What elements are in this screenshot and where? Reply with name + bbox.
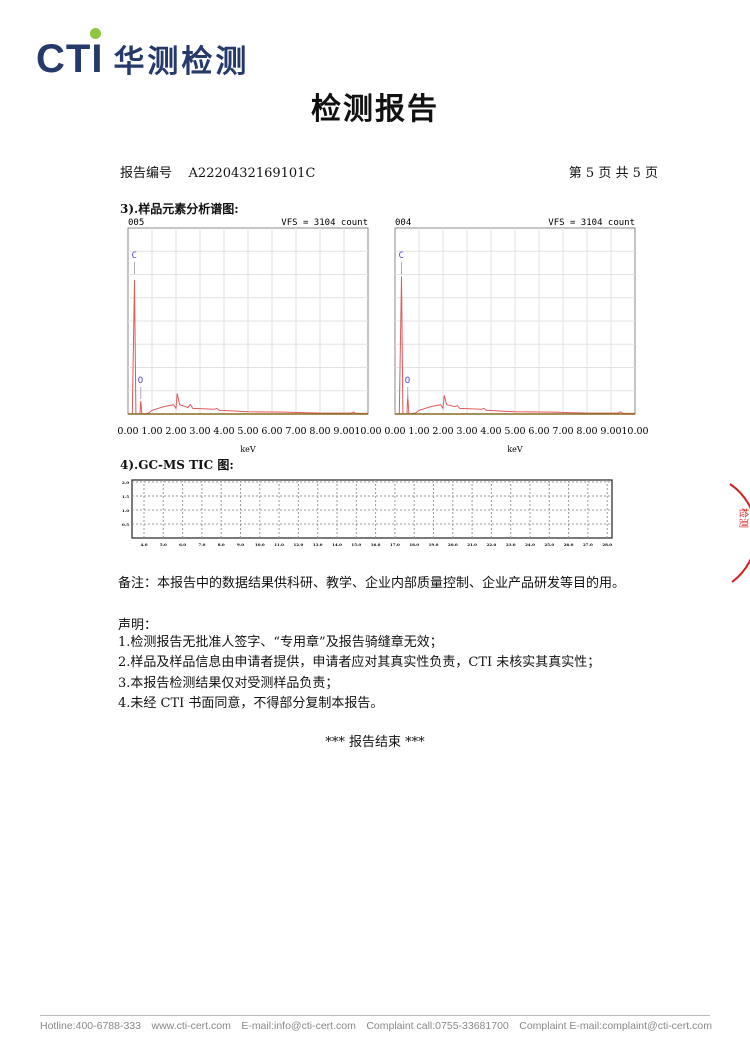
statement-heading: 声明：: [118, 618, 158, 633]
footer-hotline: Hotline:400-6788-333: [40, 1020, 141, 1032]
y-tick-label: 1.5: [122, 494, 129, 499]
footer: Hotline:400-6788-333 www.cti-cert.com E-…: [40, 1020, 712, 1032]
x-tick-label: 6.0: [179, 542, 186, 547]
logo-dot: [90, 28, 101, 39]
report-number: 报告编号 A2220432169101C: [120, 162, 315, 181]
x-tick-label: 18.0: [409, 542, 419, 547]
x-tick-label: 17.0: [390, 542, 400, 547]
peak-label-O: O: [138, 376, 143, 386]
peak-label-C: C: [131, 251, 136, 261]
x-tick-label: 4.0: [141, 542, 148, 547]
x-tick-label: 10.00: [354, 426, 381, 437]
report-no-value: A2220432169101C: [188, 166, 316, 181]
statement-item: 2.样品及样品信息由申请者提供，申请者应对其真实性负责，CTI 未核实其真实性；: [118, 655, 601, 671]
x-tick-label: 2.00: [432, 426, 453, 437]
x-tick-label: 9.0: [237, 542, 244, 547]
x-tick-label: 6.00: [261, 426, 282, 437]
chart-id: 005: [128, 218, 144, 228]
x-tick-label: 13.0: [313, 542, 323, 547]
footer-email[interactable]: E-mail:info@cti-cert.com: [241, 1020, 356, 1032]
x-tick-label: 26.0: [564, 542, 574, 547]
section3-heading: 3).样品元素分析谱图:: [120, 202, 239, 216]
footer-complaint-email[interactable]: Complaint E-mail:complaint@cti-cert.com: [519, 1020, 712, 1032]
x-tick-label: 7.0: [198, 542, 205, 547]
vfs-annotation: VFS = 3104 count: [281, 218, 368, 228]
x-tick-label: 11.0: [274, 542, 284, 547]
x-axis-label: keV: [507, 445, 523, 454]
x-tick-label: 3.00: [189, 426, 210, 437]
x-tick-label: 5.0: [160, 542, 167, 547]
x-tick-label: 27.0: [583, 542, 593, 547]
x-tick-label: 25.0: [544, 542, 554, 547]
plot-frame: [131, 479, 613, 539]
eds-chart-004: 004 VFS = 3104 count C O 0.00 1.00 2.00 3.00 4.0…: [384, 218, 648, 454]
statement-item: 1.检测报告无批准人签字、“专用章”及报告骑缝章无效；: [118, 635, 443, 650]
x-tick-label: 12.0: [294, 542, 304, 547]
x-tick-label: 4.00: [213, 426, 234, 437]
eds-chart-005: 005 VFS = 3104 count C O 0.00 1.00 2.00 3.00 4.0…: [117, 218, 381, 454]
x-tick-label: 8.0: [218, 542, 225, 547]
x-tick-label: 4.00: [480, 426, 501, 437]
spectrum-line: [128, 280, 368, 415]
x-tick-label: 9.00: [600, 426, 621, 437]
x-tick-label: 0.00: [117, 426, 138, 437]
logo-text: CTI: [36, 36, 104, 81]
footer-divider: [40, 1015, 710, 1016]
report-no-label: 报告编号: [120, 166, 173, 181]
y-tick-label: 2.0: [122, 480, 129, 485]
x-tick-label: 20.0: [448, 542, 458, 547]
x-tick-label: 28.0: [602, 542, 612, 547]
x-tick-label: 15.0: [351, 542, 361, 547]
page-number: 第 5 页 共 5 页: [568, 166, 658, 181]
x-tick-label: 1.00: [141, 426, 162, 437]
vfs-annotation: VFS = 3104 count: [548, 218, 635, 228]
y-tick-label: 1.0: [122, 508, 129, 513]
statement-item: 3.本报告检测结果仅对受测样品负责；: [118, 675, 339, 691]
chart-id: 004: [395, 218, 411, 228]
footer-complaint-call: Complaint call:0755-33681700: [366, 1020, 509, 1032]
section4-heading: 4).GC-MS TIC 图:: [120, 458, 234, 472]
x-tick-label: 2.00: [165, 426, 186, 437]
x-tick-label: 22.0: [487, 542, 497, 547]
x-axis-label: keV: [240, 445, 256, 454]
seal-stamp: 检测: [729, 483, 750, 583]
x-tick-label: 21.0: [467, 542, 477, 547]
x-tick-label: 8.00: [576, 426, 597, 437]
cti-logo: CTI 华测检测: [36, 36, 249, 81]
statement-item: 4.未经 CTI 书面同意，不得部分复制本报告。: [118, 696, 384, 712]
x-tick-label: 14.0: [332, 542, 342, 547]
x-tick-label: 10.0: [255, 542, 265, 547]
x-tick-label: 16.0: [371, 542, 381, 547]
x-tick-label: 3.00: [456, 426, 477, 437]
x-tick-label: 6.00: [528, 426, 549, 437]
x-tick-label: 9.00: [333, 426, 354, 437]
footer-website[interactable]: www.cti-cert.com: [151, 1020, 231, 1032]
peak-label-O: O: [405, 376, 410, 386]
x-tick-label: 19.0: [429, 542, 439, 547]
gcms-tic-chart: 2.0 1.5 1.0 0.5 4.0 5.0 6.0 7.0 8.0 9.0 10.0 11.0 12…: [122, 479, 613, 547]
y-tick-label: 0.5: [122, 522, 129, 527]
spectrum-line: [395, 276, 635, 415]
svg-text:检测: 检测: [737, 508, 750, 528]
x-tick-label: 5.00: [504, 426, 525, 437]
x-tick-label: 24.0: [525, 542, 535, 547]
x-tick-label: 5.00: [237, 426, 258, 437]
statement-list: 1.检测报告无批准人签字、“专用章”及报告骑缝章无效； 2.样品及样品信息由申请…: [118, 633, 600, 715]
peak-label-C: C: [398, 251, 403, 261]
note: 备注：本报告中的数据结果供科研、教学、企业内部质量控制、企业产品研发等目的用。: [118, 576, 626, 591]
x-tick-label: 10.00: [621, 426, 648, 437]
page-title: 检测报告: [311, 92, 439, 127]
report-end: *** 报告结束 ***: [325, 735, 425, 750]
logo-cn: 华测检测: [113, 44, 250, 80]
x-tick-label: 23.0: [506, 542, 516, 547]
x-tick-label: 7.00: [285, 426, 306, 437]
x-tick-label: 1.00: [408, 426, 429, 437]
x-tick-label: 8.00: [309, 426, 330, 437]
x-tick-label: 0.00: [384, 426, 405, 437]
x-tick-label: 7.00: [552, 426, 573, 437]
